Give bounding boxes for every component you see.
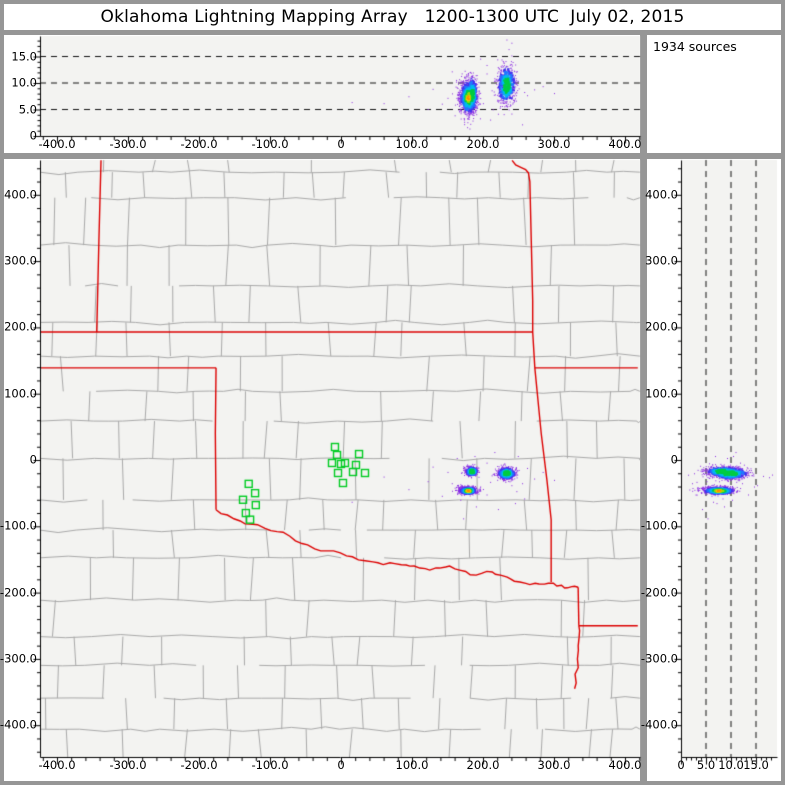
lma-display-window: Oklahoma Lightning Mapping Array 1200-13… — [0, 0, 785, 785]
lma-plot-canvas — [0, 0, 785, 785]
